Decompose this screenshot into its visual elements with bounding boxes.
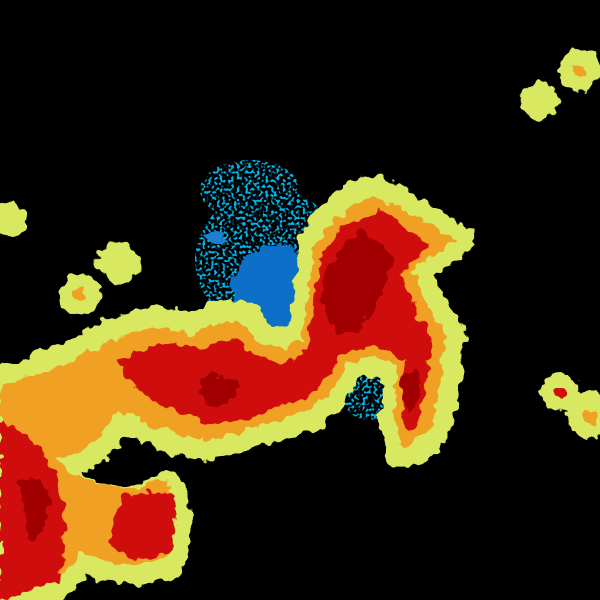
dark-red-core [20, 230, 420, 540]
storm-bands [0, 49, 600, 600]
